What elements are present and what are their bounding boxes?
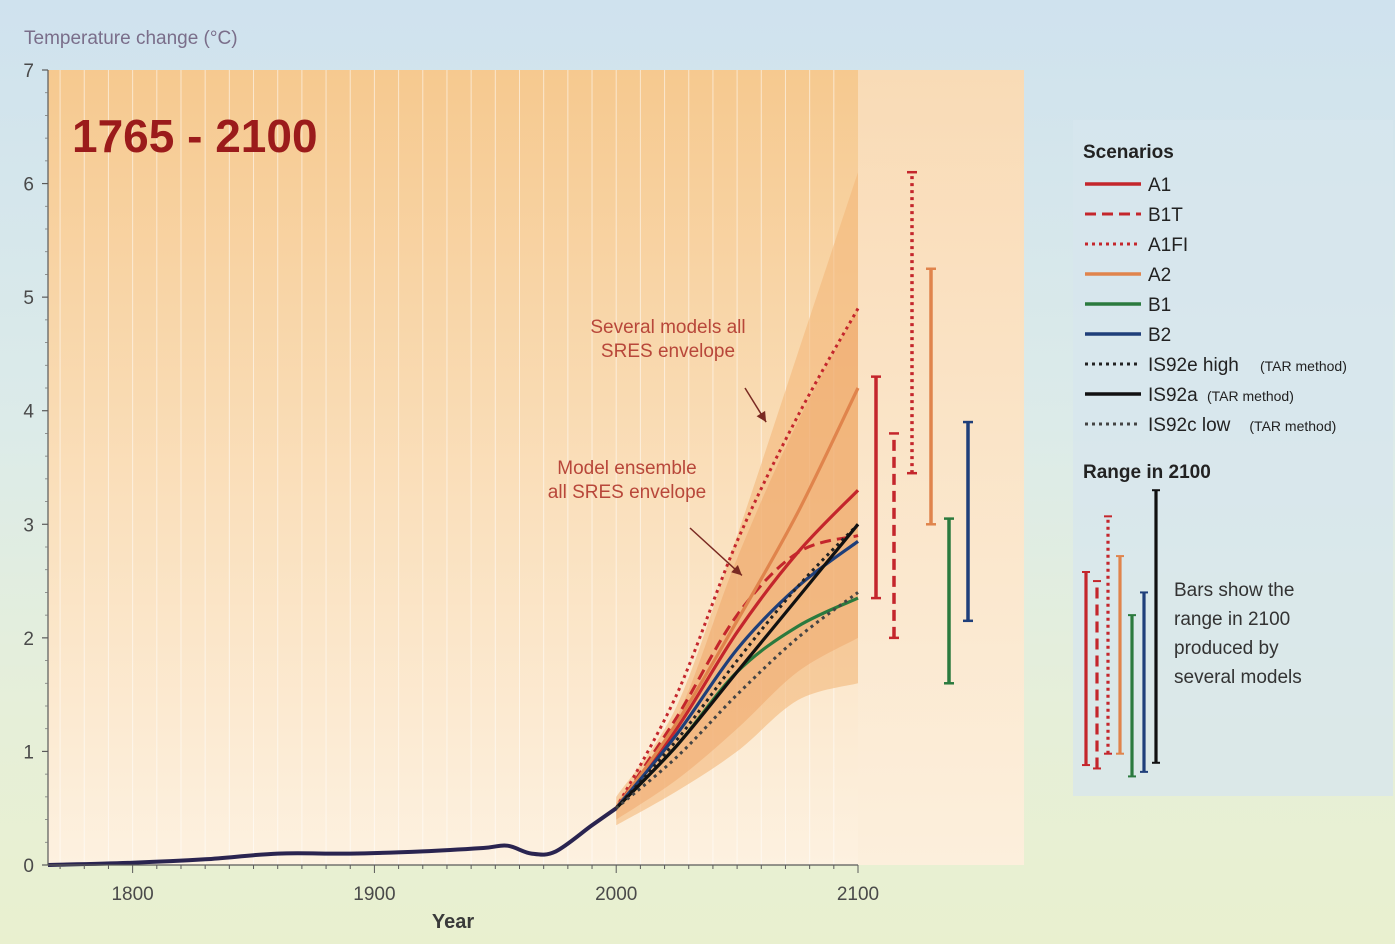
range-bar-b1 bbox=[944, 517, 954, 685]
vertical-grid bbox=[59, 70, 835, 865]
range-illustration-bar bbox=[1128, 614, 1136, 778]
series-line-b2 bbox=[614, 540, 859, 810]
annotations: Several models all SRES envelope Model ens… bbox=[548, 317, 767, 576]
range-illustration-bar bbox=[1116, 555, 1124, 755]
series-layer bbox=[47, 307, 860, 867]
y-tick-label: 6 bbox=[23, 175, 34, 196]
legend-label: IS92c low bbox=[1148, 415, 1231, 436]
annotation-text: Model ensemble bbox=[557, 458, 696, 479]
y-tick-label: 4 bbox=[23, 402, 34, 423]
legend-label: IS92a bbox=[1148, 385, 1198, 406]
envelope-model-ensemble bbox=[616, 308, 858, 820]
x-axis-label: Year bbox=[432, 911, 474, 933]
annotation-text: all SRES envelope bbox=[548, 482, 706, 503]
x-tick-label: 2100 bbox=[837, 884, 879, 905]
legend-note: (TAR method) bbox=[1260, 358, 1347, 374]
legend-label: IS92e high bbox=[1148, 355, 1239, 376]
annotation-text: SRES envelope bbox=[601, 341, 735, 362]
range-illustration-bar bbox=[1152, 489, 1160, 764]
y-tick-label: 5 bbox=[23, 288, 34, 309]
series-line-is92a bbox=[615, 523, 860, 810]
y-axis-label: Temperature change (°C) bbox=[24, 28, 238, 49]
y-tick-label: 3 bbox=[23, 515, 34, 536]
range-bar-a1 bbox=[871, 375, 881, 600]
envelope-layer bbox=[616, 172, 858, 826]
y-ticks: 0 1 2 3 4 5 6 7 bbox=[23, 61, 48, 877]
history-line bbox=[47, 806, 618, 867]
legend-entry-is92c-low: IS92c low (TAR method) bbox=[1085, 415, 1336, 436]
legend-entry-a1fi: A1FI bbox=[1085, 235, 1188, 256]
range-illustration-bar bbox=[1104, 515, 1112, 755]
range-illustration-bar bbox=[1082, 570, 1090, 767]
series-line-a2 bbox=[614, 387, 860, 810]
legend-background bbox=[1073, 120, 1393, 796]
annotation-1: Several models all SRES envelope bbox=[590, 317, 767, 423]
legend-note: (TAR method) bbox=[1249, 418, 1336, 434]
legend-entry-b2: B2 bbox=[1085, 325, 1171, 346]
legend-label: A1 bbox=[1148, 175, 1171, 196]
legend-entry-is92a: IS92a (TAR method) bbox=[1085, 385, 1294, 406]
series-line-is92e-high bbox=[615, 523, 860, 810]
legend-title: Scenarios bbox=[1083, 142, 1174, 163]
legend: Scenarios A1 B1T A1FI A2 B1 B2 IS92e high (TAR m… bbox=[1082, 142, 1347, 778]
range-illustration-bar bbox=[1093, 580, 1101, 770]
series-line-a1fi bbox=[614, 307, 860, 809]
y-tick-label: 1 bbox=[23, 742, 34, 763]
y-tick-label: 0 bbox=[23, 856, 34, 877]
annotation-text: Several models all bbox=[590, 317, 745, 338]
range-note-line: several models bbox=[1174, 667, 1302, 688]
annotation-2: Model ensemble all SRES envelope bbox=[548, 458, 743, 576]
legend-entry-a1: A1 bbox=[1085, 175, 1171, 196]
legend-note: (TAR method) bbox=[1207, 388, 1294, 404]
legend-label: B2 bbox=[1148, 325, 1171, 346]
legend-label: B1 bbox=[1148, 295, 1171, 316]
envelope-several-models bbox=[616, 172, 858, 826]
range-note-line: produced by bbox=[1174, 638, 1279, 659]
series-line-is92c-low bbox=[615, 591, 859, 810]
range-title: Range in 2100 bbox=[1083, 462, 1211, 483]
legend-entry-a2: A2 bbox=[1085, 265, 1171, 286]
range-note-line: range in 2100 bbox=[1174, 609, 1290, 630]
range-bar-a1fi bbox=[907, 170, 917, 475]
x-tick-label: 1900 bbox=[353, 884, 395, 905]
y-tick-label: 2 bbox=[23, 629, 34, 650]
range-bar-a2 bbox=[926, 267, 936, 526]
legend-label: A1FI bbox=[1148, 235, 1188, 256]
legend-entry-b1t: B1T bbox=[1085, 205, 1183, 226]
x-tick-label: 1800 bbox=[111, 884, 153, 905]
legend-entry-is92e-high: IS92e high (TAR method) bbox=[1085, 355, 1347, 376]
range-bar-b1t bbox=[889, 432, 899, 640]
x-ticks: 1800 1900 2000 2100 bbox=[59, 865, 879, 905]
legend-label: B1T bbox=[1148, 205, 1183, 226]
range-illustration-bar bbox=[1140, 591, 1148, 773]
annotation-arrow-shaft bbox=[689, 527, 743, 576]
chart-title: 1765 - 2100 bbox=[72, 110, 318, 162]
range-note-line: Bars show the bbox=[1174, 580, 1294, 601]
annotation-arrow-head bbox=[731, 565, 742, 576]
series-line-a1 bbox=[614, 489, 860, 810]
range-bar-b2 bbox=[963, 420, 973, 623]
legend-label: A2 bbox=[1148, 265, 1171, 286]
y-tick-label: 7 bbox=[23, 61, 34, 82]
x-tick-label: 2000 bbox=[595, 884, 637, 905]
range-panel-background bbox=[858, 70, 1024, 865]
annotation-arrow-head bbox=[756, 410, 767, 423]
legend-entry-b1: B1 bbox=[1085, 295, 1171, 316]
range-bars-2100 bbox=[871, 170, 973, 685]
series-line-b1t bbox=[614, 534, 859, 810]
